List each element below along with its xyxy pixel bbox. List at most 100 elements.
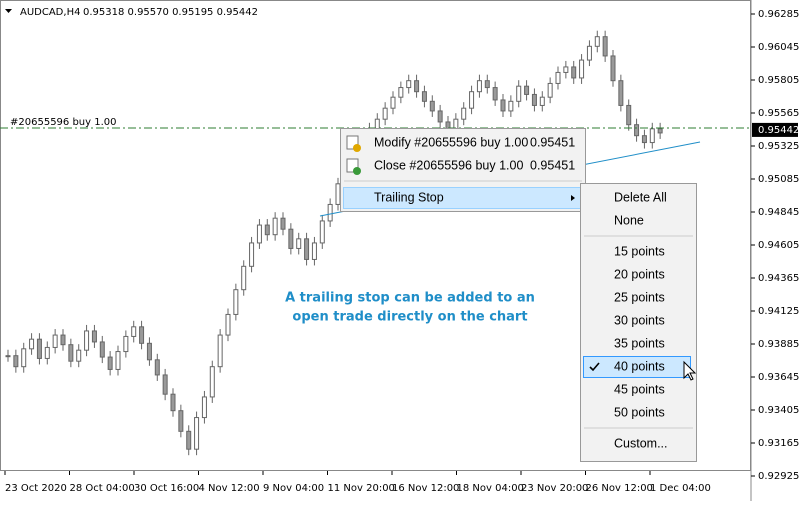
icon bbox=[346, 158, 359, 173]
candle bbox=[170, 393, 176, 412]
candle bbox=[618, 80, 624, 106]
x-tick-label: 23 Nov 20:00 bbox=[521, 483, 588, 494]
candle bbox=[249, 242, 255, 267]
menu-item[interactable]: 25 points bbox=[614, 290, 665, 304]
candle bbox=[398, 87, 404, 98]
candle bbox=[571, 66, 577, 79]
y-tick-label: 0.95325 bbox=[758, 141, 799, 152]
candle bbox=[586, 45, 592, 61]
y-tick-label: 0.95085 bbox=[758, 174, 799, 185]
candle bbox=[5, 355, 11, 358]
candle bbox=[115, 351, 121, 370]
menu-item[interactable]: Close #20655596 buy 1.00 bbox=[374, 158, 523, 172]
x-tick-label: 18 Nov 04:00 bbox=[457, 483, 524, 494]
candle bbox=[531, 93, 537, 106]
candle bbox=[453, 118, 459, 130]
candle bbox=[225, 313, 231, 336]
y-tick-label: 0.93405 bbox=[758, 405, 799, 416]
menu-price: 0.95451 bbox=[530, 158, 575, 172]
candle bbox=[429, 100, 435, 112]
menu-item[interactable]: 20 points bbox=[614, 267, 665, 281]
candle bbox=[390, 96, 396, 109]
menu-price: 0.95451 bbox=[530, 135, 575, 149]
menu-item[interactable]: Delete All bbox=[614, 190, 667, 204]
candle bbox=[13, 355, 19, 368]
candle bbox=[414, 80, 420, 93]
y-tick-label: 0.94605 bbox=[758, 240, 799, 251]
candle bbox=[461, 107, 467, 120]
candle bbox=[327, 203, 333, 222]
candle bbox=[21, 348, 27, 368]
menu-item[interactable]: 35 points bbox=[614, 336, 665, 350]
candle bbox=[563, 66, 569, 73]
menu-item[interactable]: 30 points bbox=[614, 313, 665, 327]
menu-item[interactable]: 40 points bbox=[614, 359, 665, 373]
candle bbox=[52, 334, 58, 348]
annotation: A trailing stop can be added to an bbox=[285, 291, 535, 306]
price-tag-label: 0.95442 bbox=[758, 125, 799, 136]
candle bbox=[44, 346, 50, 359]
candle bbox=[335, 183, 341, 205]
y-tick-label: 0.94125 bbox=[758, 306, 799, 317]
x-tick-label: 4 Nov 12:00 bbox=[199, 483, 260, 494]
cursor bbox=[683, 360, 697, 381]
menu-box bbox=[580, 183, 697, 462]
dropdown-icon[interactable] bbox=[5, 9, 12, 13]
candle bbox=[217, 334, 223, 368]
candle bbox=[146, 342, 152, 361]
menu-item[interactable]: 45 points bbox=[614, 382, 665, 396]
price-tag bbox=[752, 122, 798, 137]
x-tick-label: 30 Oct 16:00 bbox=[134, 483, 199, 494]
candle bbox=[476, 80, 482, 93]
candle bbox=[288, 228, 294, 249]
candle bbox=[311, 242, 317, 260]
icon bbox=[353, 144, 361, 152]
y-tick-label: 0.93645 bbox=[758, 372, 799, 383]
candle bbox=[264, 224, 270, 236]
submenu-arrow bbox=[571, 195, 575, 201]
y-tick-label: 0.95805 bbox=[758, 75, 799, 86]
candle bbox=[304, 238, 310, 260]
candle bbox=[201, 396, 207, 419]
candle bbox=[256, 224, 262, 244]
y-tick-label: 0.94365 bbox=[758, 273, 799, 284]
candle bbox=[421, 91, 427, 102]
candle bbox=[84, 330, 90, 351]
candle bbox=[406, 80, 412, 89]
y-tick-label: 0.94845 bbox=[758, 207, 799, 218]
candle bbox=[194, 417, 200, 450]
candle bbox=[602, 36, 608, 57]
menu-highlight bbox=[583, 356, 691, 378]
menu-item[interactable]: Trailing Stop bbox=[374, 190, 444, 204]
candle bbox=[123, 335, 129, 353]
candle bbox=[500, 99, 506, 112]
menu-item[interactable]: Custom... bbox=[614, 436, 668, 450]
candle bbox=[36, 338, 42, 359]
y-tick-label: 0.96285 bbox=[758, 9, 799, 20]
candle bbox=[524, 85, 530, 95]
menu-item[interactable]: None bbox=[614, 213, 644, 227]
candle bbox=[516, 85, 522, 102]
check-mark bbox=[589, 362, 600, 372]
menu-item[interactable]: 50 points bbox=[614, 405, 665, 419]
candle bbox=[272, 217, 278, 236]
candle bbox=[626, 104, 632, 126]
candle bbox=[68, 344, 74, 362]
candle bbox=[649, 128, 655, 144]
x-tick-label: 1 Dec 04:00 bbox=[650, 483, 711, 494]
menu-item[interactable]: Modify #20655596 buy 1.00 bbox=[374, 135, 528, 149]
menu-item[interactable]: 15 points bbox=[614, 244, 665, 258]
candle bbox=[634, 124, 640, 137]
candle bbox=[76, 349, 82, 362]
candle bbox=[186, 430, 192, 450]
candle bbox=[555, 71, 561, 84]
candle bbox=[233, 289, 239, 315]
candle bbox=[319, 220, 325, 244]
x-tick-label: 28 Oct 04:00 bbox=[70, 483, 135, 494]
candle bbox=[241, 265, 247, 291]
candle bbox=[469, 91, 475, 109]
x-tick-label: 11 Nov 20:00 bbox=[328, 483, 395, 494]
y-tick-label: 0.96045 bbox=[758, 42, 799, 53]
candle bbox=[610, 55, 616, 82]
